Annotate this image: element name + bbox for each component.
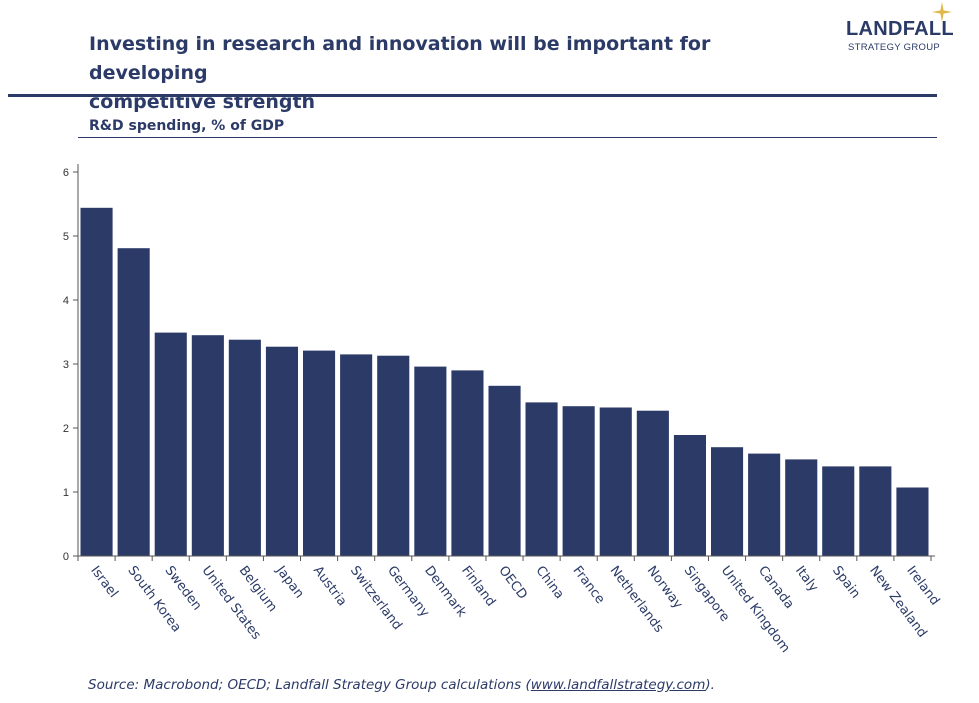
bar-switzerland xyxy=(340,354,373,556)
x-tick-label: United Kingdom xyxy=(718,563,793,655)
bar-united-states xyxy=(191,335,224,556)
y-tick-label: 2 xyxy=(63,423,69,435)
x-tick-label: Austria xyxy=(310,563,350,609)
y-tick-label: 4 xyxy=(63,295,69,307)
bars-group xyxy=(80,207,929,557)
logo-subtitle: STRATEGY GROUP xyxy=(848,42,941,53)
x-tick-label: Israel xyxy=(87,563,120,600)
x-tick-label: Spain xyxy=(829,563,863,601)
source-note: Source: Macrobond; OECD; Landfall Strate… xyxy=(88,677,715,693)
bar-sweden xyxy=(154,332,187,556)
bar-norway xyxy=(636,410,669,556)
bar-south-korea xyxy=(117,248,150,556)
bar-japan xyxy=(265,346,298,556)
bar-france xyxy=(562,406,595,556)
x-tick-label: France xyxy=(569,563,607,607)
y-ticks-group: 0 1 2 3 4 5 6 xyxy=(63,167,78,563)
bar-oecd xyxy=(488,385,521,556)
source-link[interactable]: www.landfallstrategy.com xyxy=(530,677,706,693)
bar-china xyxy=(525,402,558,556)
y-tick-label: 0 xyxy=(63,551,69,563)
x-tick-label: OECD xyxy=(495,563,530,602)
bar-ireland xyxy=(896,487,929,556)
subtitle-underline xyxy=(78,137,937,138)
y-tick-label: 3 xyxy=(63,359,69,371)
y-tick-label: 6 xyxy=(63,167,69,179)
star-icon xyxy=(932,2,952,22)
x-tick-label: China xyxy=(532,563,566,602)
bar-italy xyxy=(785,459,818,556)
x-tick-label: Italy xyxy=(792,563,821,595)
landfall-logo: LANDFALL STRATEGY GROUP xyxy=(832,2,954,56)
bar-united-kingdom xyxy=(711,447,744,556)
bar-austria xyxy=(303,350,336,556)
y-tick-label: 5 xyxy=(63,231,69,243)
bar-canada xyxy=(748,453,781,556)
bar-belgium xyxy=(228,339,261,556)
bar-denmark xyxy=(414,366,447,556)
header-divider xyxy=(8,94,937,97)
chart-subtitle: R&D spending, % of GDP xyxy=(89,118,285,134)
logo-name: LANDFALL xyxy=(846,18,954,40)
bar-spain xyxy=(822,466,855,556)
bar-singapore xyxy=(673,435,706,556)
y-tick-label: 1 xyxy=(63,487,69,499)
bar-germany xyxy=(377,355,410,556)
x-tick-label: Japan xyxy=(272,563,306,602)
x-tick-label: Finland xyxy=(458,563,498,609)
bar-finland xyxy=(451,370,484,556)
bar-netherlands xyxy=(599,407,632,556)
source-suffix: ). xyxy=(705,677,715,693)
x-tick-label: Ireland xyxy=(903,563,942,608)
bar-new-zealand xyxy=(859,466,892,556)
source-prefix: Source: Macrobond; OECD; Landfall Strate… xyxy=(88,677,531,693)
bar-israel xyxy=(80,207,113,557)
page-title-line1: Investing in research and innovation wil… xyxy=(89,33,711,84)
axes-group xyxy=(77,164,935,561)
